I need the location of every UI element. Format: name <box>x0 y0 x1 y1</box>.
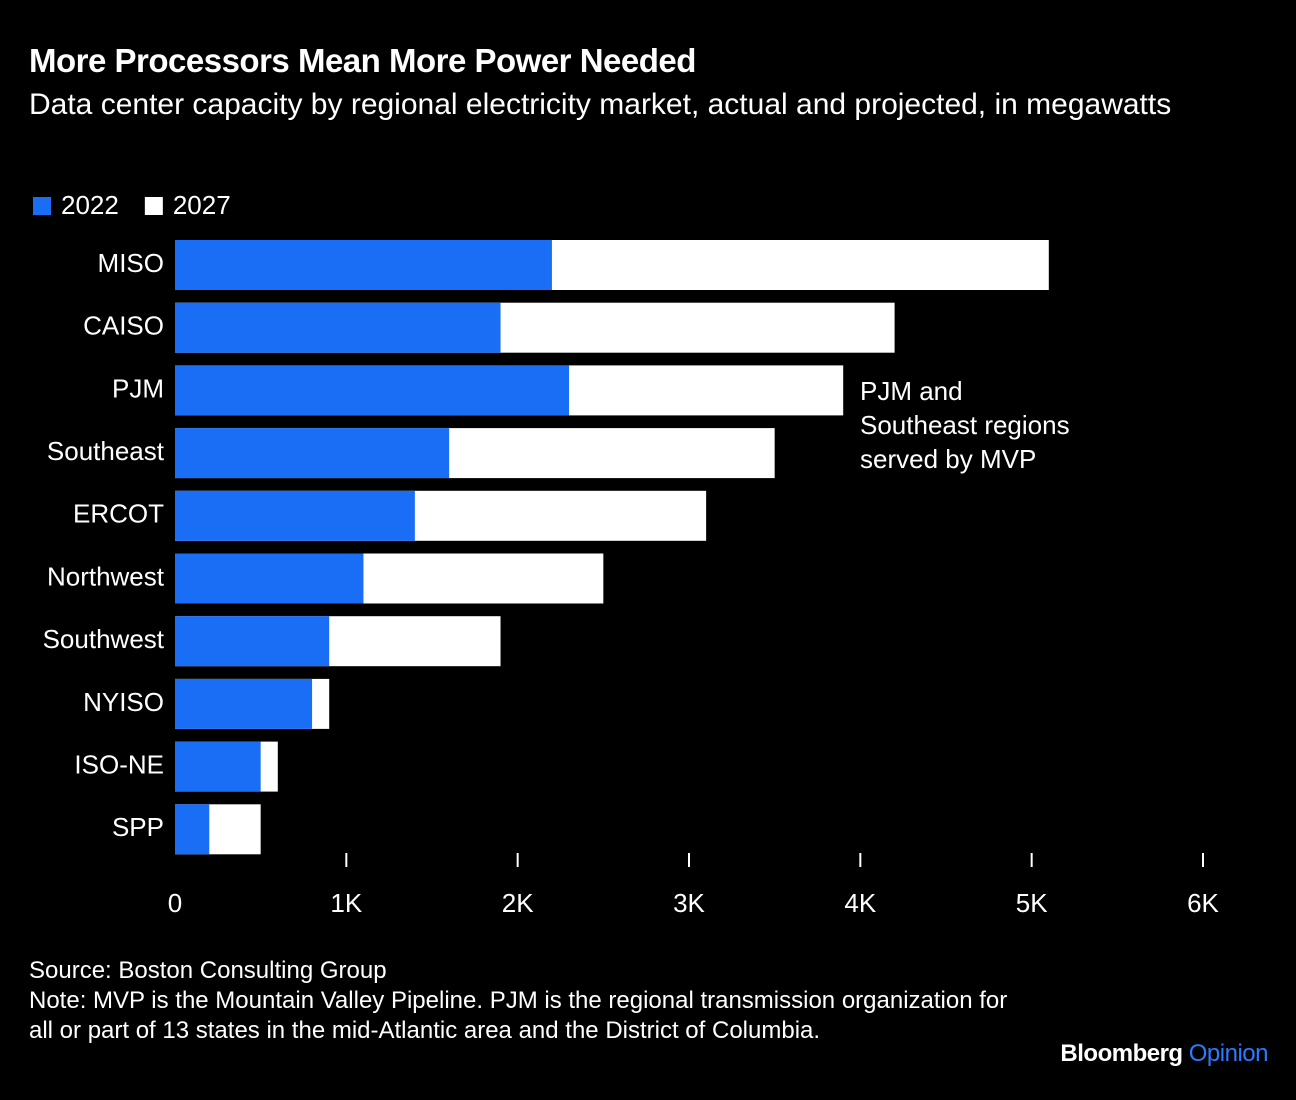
y-tick-label: MISO <box>98 248 164 278</box>
x-tick-label: 2K <box>502 888 534 918</box>
source: Source: Boston Consulting Group <box>29 957 387 984</box>
bar <box>175 804 210 855</box>
bar <box>175 616 330 667</box>
annotation: served by MVP <box>860 444 1036 474</box>
note: Note: MVP is the Mountain Valley Pipelin… <box>29 987 1008 1044</box>
annotation: PJM and <box>860 376 963 406</box>
x-tick-label: 6K <box>1187 888 1219 918</box>
y-tick-label: Southwest <box>43 624 165 654</box>
bar <box>175 428 450 479</box>
legend-swatch <box>33 197 51 215</box>
bar <box>175 302 501 353</box>
bar <box>175 678 313 729</box>
bar <box>175 365 570 416</box>
bar <box>175 553 364 604</box>
y-tick-label: Southeast <box>47 436 165 466</box>
bar <box>175 240 552 290</box>
legend-label: 2022 <box>61 190 119 220</box>
x-tick-label: 0 <box>168 888 182 918</box>
x-tick-label: 5K <box>1016 888 1048 918</box>
y-tick-label: ISO-NE <box>74 749 164 779</box>
legend-label: 2027 <box>173 190 231 220</box>
chart-title: More Processors Mean More Power Needed <box>29 42 696 79</box>
x-tick-label: 4K <box>844 888 876 918</box>
bar <box>175 741 261 792</box>
y-tick-label: SPP <box>112 812 164 842</box>
y-tick-label: CAISO <box>83 311 164 341</box>
legend-swatch <box>144 197 163 215</box>
notes: Source: Boston Consulting Group Note: MV… <box>29 956 1019 1046</box>
y-tick-label: NYISO <box>83 687 164 717</box>
logo-section: Opinion <box>1188 1040 1269 1067</box>
logo: Bloomberg Opinion <box>1060 1040 1268 1068</box>
x-tick-label: 3K <box>673 888 705 918</box>
logo-brand: Bloomberg <box>1060 1040 1183 1067</box>
y-tick-label: ERCOT <box>73 499 164 529</box>
chart-subtitle: Data center capacity by regional electri… <box>29 88 1172 121</box>
y-tick-label: Northwest <box>47 561 165 591</box>
y-tick-label: PJM <box>112 373 164 403</box>
x-tick-label: 1K <box>330 888 362 918</box>
bar <box>175 490 415 541</box>
annotation: Southeast regions <box>860 410 1070 440</box>
